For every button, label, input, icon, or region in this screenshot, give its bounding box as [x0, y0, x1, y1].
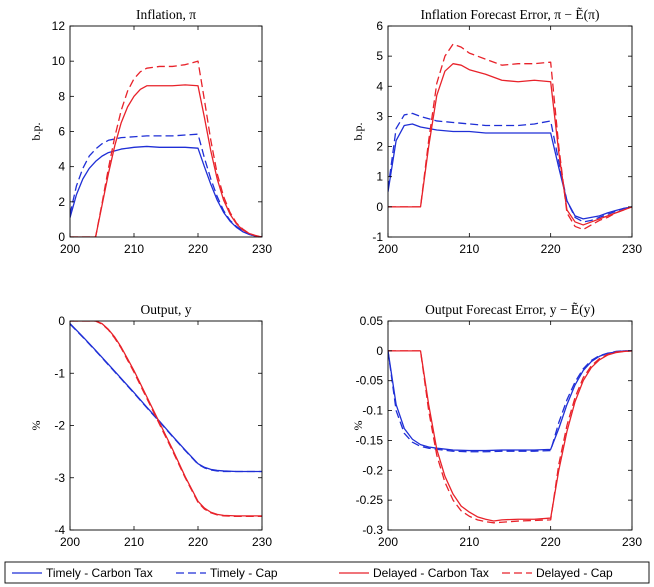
y-tick-label: 0 — [376, 344, 383, 358]
y-tick-label: 0 — [376, 200, 383, 214]
x-tick-label: 230 — [252, 242, 272, 256]
x-tick-label: 230 — [622, 535, 642, 549]
y-tick-label: 0 — [58, 314, 65, 328]
legend-entry-1: Timely - Carbon Tax — [12, 566, 153, 580]
series-line-4 — [70, 60, 262, 237]
x-tick-label: 200 — [378, 535, 398, 549]
series-line-1 — [70, 145, 262, 237]
x-tick-label: 220 — [541, 242, 561, 256]
x-tick-label: 210 — [459, 242, 479, 256]
x-tick-label: 200 — [60, 242, 80, 256]
x-tick-label: 230 — [252, 535, 272, 549]
y-tick-label: 2 — [376, 140, 383, 154]
x-tick-label: 200 — [60, 535, 80, 549]
y-tick-label: -1 — [372, 230, 383, 244]
y-tick-label: 2 — [58, 195, 65, 209]
y-tick-label: 6 — [58, 125, 65, 139]
y-axis-label: % — [29, 421, 43, 431]
y-tick-label: -0.05 — [356, 374, 384, 388]
series-group — [388, 43, 632, 231]
panel-3: 200 210 220 230 -4 -3 -2 -1 0 Output, y% — [29, 302, 272, 549]
y-tick-label: -4 — [54, 523, 65, 537]
panel-4: 200 210 220 230 -0.3 -0.25 -0.2 -0.15 -0.1 -0.05 0… — [351, 302, 642, 549]
x-tick-label: 220 — [188, 535, 208, 549]
y-tick-label: 4 — [58, 160, 65, 174]
series-group — [388, 350, 632, 524]
y-tick-label: 5 — [376, 49, 383, 63]
y-tick-label: 0.05 — [360, 314, 384, 328]
x-tick-label: 210 — [459, 535, 479, 549]
x-tick-label: 200 — [378, 242, 398, 256]
series-line-1 — [388, 350, 632, 452]
y-tick-label: 12 — [52, 19, 66, 33]
y-tick-label: -1 — [54, 366, 65, 380]
series-line-4 — [388, 350, 632, 524]
y-tick-label: -0.3 — [362, 523, 383, 537]
legend-label: Delayed - Carbon Tax — [373, 566, 489, 580]
legend-entry-2: Timely - Cap — [176, 566, 278, 580]
axes-box — [387, 25, 633, 238]
y-tick-label: -0.1 — [362, 404, 383, 418]
x-tick-label: 230 — [622, 242, 642, 256]
series-line-2 — [388, 112, 632, 223]
y-axis-label: b.p. — [351, 123, 365, 141]
series-line-1 — [388, 123, 632, 220]
legend-entry-3: Delayed - Carbon Tax — [339, 566, 489, 580]
chart-title: Output, y — [140, 302, 191, 317]
legend-entry-4: Delayed - Cap — [502, 566, 613, 580]
panel-1: 200 210 220 230 0 2 4 6 8 10 12 Inflation, π b.p. — [29, 7, 272, 256]
y-tick-label: 1 — [376, 170, 383, 184]
y-tick-label: 0 — [58, 230, 65, 244]
x-tick-label: 220 — [188, 242, 208, 256]
y-tick-label: -0.25 — [356, 493, 384, 507]
y-tick-label: 3 — [376, 109, 383, 123]
panel-2: 200 210 220 230 -1 0 1 2 3 4 5 6 Inflation Forecast … — [351, 7, 642, 256]
legend-label: Timely - Carbon Tax — [46, 566, 153, 580]
y-tick-label: -0.2 — [362, 463, 383, 477]
legend-label: Timely - Cap — [210, 566, 278, 580]
series-group — [70, 60, 262, 237]
series-line-4 — [70, 321, 262, 518]
series-line-1 — [70, 323, 262, 473]
legend-box — [4, 561, 650, 584]
x-tick-label: 210 — [124, 242, 144, 256]
chart-title: Inflation Forecast Error, π − Ẽ(π) — [421, 7, 600, 22]
y-tick-label: -0.15 — [356, 433, 384, 447]
y-axis-label: b.p. — [29, 123, 43, 141]
y-tick-label: 4 — [376, 79, 383, 93]
y-tick-label: -3 — [54, 471, 65, 485]
series-line-2 — [388, 350, 632, 453]
y-tick-label: 8 — [58, 89, 65, 103]
series-line-3 — [70, 84, 262, 237]
series-line-2 — [70, 133, 262, 237]
x-tick-label: 220 — [541, 535, 561, 549]
series-line-3 — [388, 350, 632, 522]
axes-box — [69, 320, 263, 531]
series-line-3 — [70, 321, 262, 517]
chart-title: Inflation, π — [136, 7, 196, 22]
y-axis-label: % — [351, 421, 365, 431]
y-tick-label: -2 — [54, 419, 65, 433]
series-line-3 — [388, 63, 632, 226]
legend-label: Delayed - Cap — [536, 566, 613, 580]
series-line-4 — [388, 43, 632, 231]
y-tick-label: 6 — [376, 19, 383, 33]
x-tick-label: 210 — [124, 535, 144, 549]
axes-box — [69, 25, 263, 238]
y-tick-label: 10 — [52, 54, 66, 68]
series-group — [70, 321, 262, 518]
axes-box — [387, 320, 633, 531]
series-line-2 — [70, 323, 262, 473]
chart-title: Output Forecast Error, y − Ẽ(y) — [425, 302, 595, 317]
legend: Timely - Carbon Tax Timely - Cap Delayed -… — [4, 561, 650, 584]
